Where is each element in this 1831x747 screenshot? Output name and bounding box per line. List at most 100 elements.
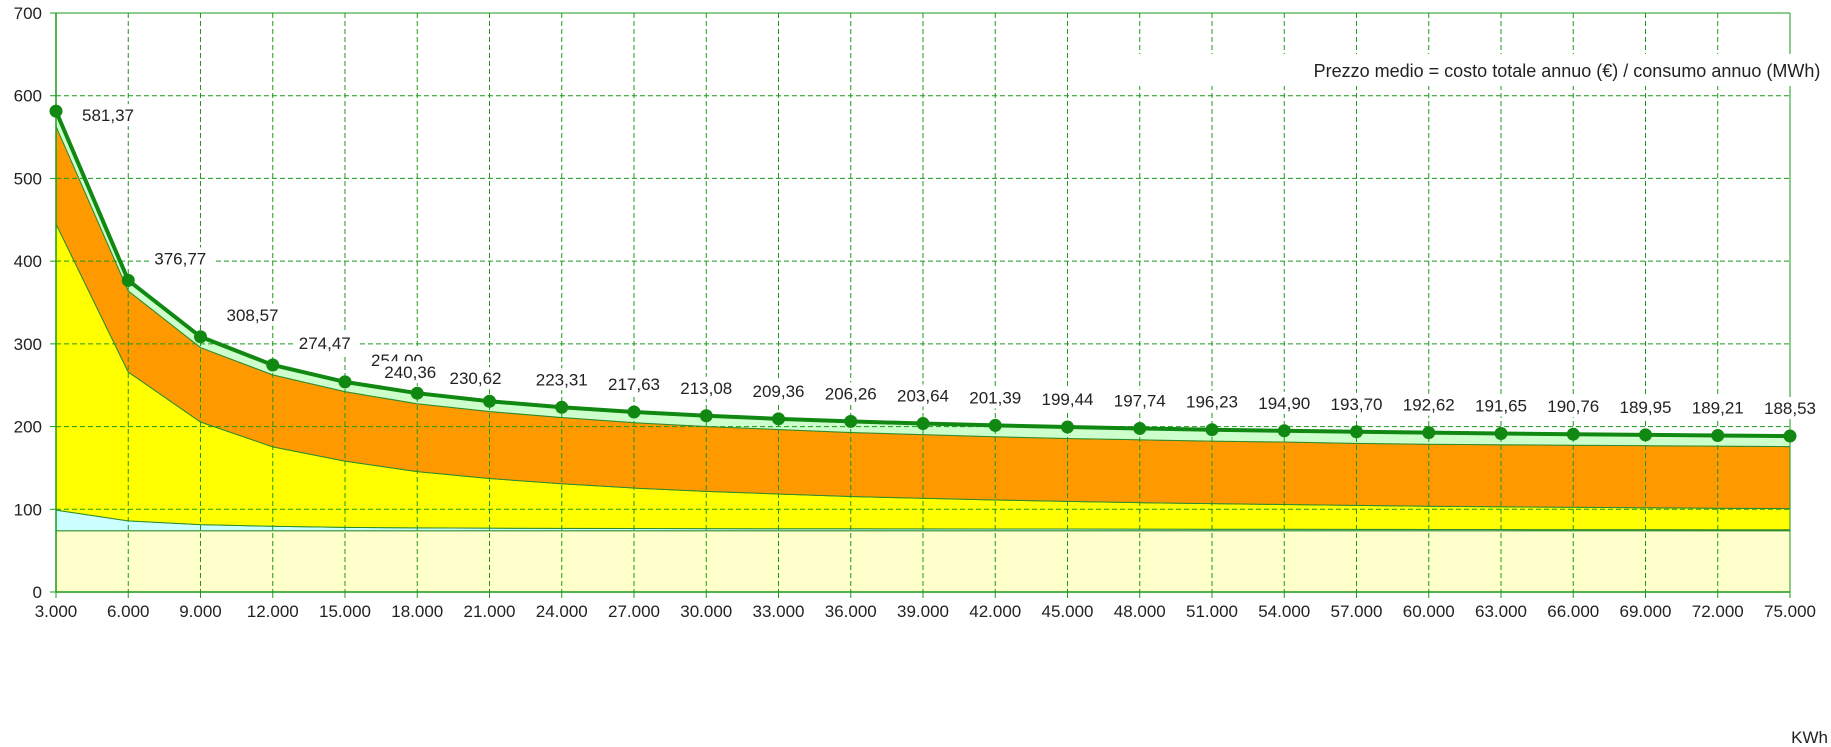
data-label-23: 189,21 [1692, 398, 1744, 417]
price-point-13 [988, 418, 1002, 432]
x-tick-label-23: 72.000 [1692, 602, 1744, 621]
x-tick-label-0: 3.000 [35, 602, 78, 621]
x-tick-label-4: 15.000 [319, 602, 371, 621]
y-tick-label-600: 600 [14, 87, 42, 106]
data-label-bg-23 [1686, 396, 1749, 419]
data-label-bg-6 [444, 367, 507, 390]
y-tick-label-100: 100 [14, 500, 42, 519]
x-tick-label-15: 48.000 [1114, 602, 1166, 621]
price-point-18 [1350, 425, 1363, 439]
price-line [49, 104, 1797, 443]
data-label-bg-11 [819, 382, 882, 405]
data-label-24: 188,53 [1764, 399, 1816, 418]
price-point-2 [194, 330, 207, 344]
data-label-bg-19 [1397, 393, 1460, 416]
y-tick-label-400: 400 [14, 252, 42, 271]
data-label-10: 209,36 [753, 382, 805, 401]
data-label-bg-24 [1758, 397, 1822, 420]
data-label-11: 206,26 [825, 384, 877, 403]
x-tick-label-16: 51.000 [1186, 602, 1238, 621]
price-point-11 [844, 414, 858, 428]
price-point-6 [483, 394, 496, 408]
price-point-16 [1205, 423, 1219, 437]
x-tick-label-10: 33.000 [753, 602, 805, 621]
data-label-bg-2 [223, 303, 286, 326]
y-tick-label-700: 700 [14, 4, 42, 23]
y-tick-label-200: 200 [14, 418, 42, 437]
x-tick-label-21: 66.000 [1547, 602, 1599, 621]
data-label-bg-1 [151, 247, 214, 270]
data-label-19: 192,62 [1403, 396, 1455, 415]
y-tick-label-300: 300 [14, 335, 42, 354]
data-label-22: 189,95 [1620, 398, 1672, 417]
data-label-bg-16 [1180, 390, 1244, 413]
price-point-21 [1566, 427, 1580, 441]
data-label-bg-0 [79, 104, 142, 127]
data-label-7: 223,31 [536, 370, 588, 389]
x-tick-label-11: 36.000 [825, 602, 877, 621]
price-point-14 [1061, 420, 1074, 434]
data-label-13: 201,39 [969, 388, 1021, 407]
price-point-17 [1277, 424, 1291, 438]
x-tick-label-18: 57.000 [1331, 602, 1383, 621]
price-point-12 [916, 417, 930, 431]
price-point-3 [266, 358, 280, 372]
data-label-bg-12 [891, 384, 955, 407]
data-label-1: 376,77 [154, 249, 206, 268]
data-label-12: 203,64 [897, 387, 949, 406]
x-tick-label-7: 24.000 [536, 602, 588, 621]
data-label-6: 230,62 [450, 369, 502, 388]
price-point-9 [699, 409, 713, 423]
data-label-0: 581,37 [82, 106, 134, 125]
data-label-bg-9 [675, 376, 738, 399]
x-tick-label-8: 27.000 [608, 602, 660, 621]
price-point-7 [555, 400, 569, 414]
data-label-9: 213,08 [680, 379, 732, 398]
x-tick-label-1: 6.000 [107, 602, 150, 621]
data-label-14: 199,44 [1042, 390, 1094, 409]
price-point-19 [1422, 426, 1436, 440]
data-label-8: 217,63 [608, 375, 660, 394]
y-tick-labels: 0 100 200 300 400 500 600 700 [14, 4, 42, 602]
data-label-bg-13 [964, 386, 1027, 409]
data-label-15: 197,74 [1114, 391, 1166, 410]
data-label-bg-14 [1036, 388, 1099, 411]
price-point-5 [410, 386, 424, 400]
x-tick-label-9: 30.000 [680, 602, 732, 621]
price-point-22 [1639, 428, 1652, 442]
annotation-background [1123, 54, 1831, 86]
data-label-20: 191,65 [1475, 396, 1527, 415]
x-tick-label-12: 39.000 [897, 602, 949, 621]
data-label-5: 240,36 [384, 363, 436, 382]
data-label-bg-17 [1253, 391, 1316, 414]
price-point-24 [1783, 429, 1797, 443]
x-tick-label-19: 60.000 [1403, 602, 1455, 621]
y-tick-label-0: 0 [33, 583, 42, 602]
x-tick-label-2: 9.000 [179, 602, 222, 621]
annotation-box: Prezzo medio = costo totale annuo (€) / … [1123, 54, 1831, 86]
data-label-3: 274,47 [299, 334, 351, 353]
x-tick-label-13: 42.000 [969, 602, 1021, 621]
data-label-18: 193,70 [1331, 395, 1383, 414]
y-tick-label-500: 500 [14, 169, 42, 188]
x-tick-label-20: 63.000 [1475, 602, 1527, 621]
x-tick-label-6: 21.000 [464, 602, 516, 621]
data-label-21: 190,76 [1547, 397, 1599, 416]
price-point-0 [49, 104, 63, 118]
data-label-bg-15 [1108, 389, 1171, 412]
data-label-2: 308,57 [227, 306, 279, 325]
data-label-bg-20 [1469, 394, 1533, 417]
data-label-bg-22 [1614, 395, 1677, 418]
price-point-23 [1711, 428, 1725, 442]
x-tick-labels: 3.000 6.000 9.000 12.000 15.000 18.000 21.000 2… [35, 602, 1816, 621]
price-point-1 [121, 273, 135, 287]
price-point-10 [772, 412, 785, 426]
data-label-bg-7 [530, 368, 593, 391]
x-tick-label-5: 18.000 [391, 602, 443, 621]
annotation-text: Prezzo medio = costo totale annuo (€) / … [1314, 61, 1821, 81]
data-label-bg-5 [379, 361, 442, 384]
price-point-8 [627, 405, 641, 419]
data-label-bg-10 [747, 379, 810, 402]
